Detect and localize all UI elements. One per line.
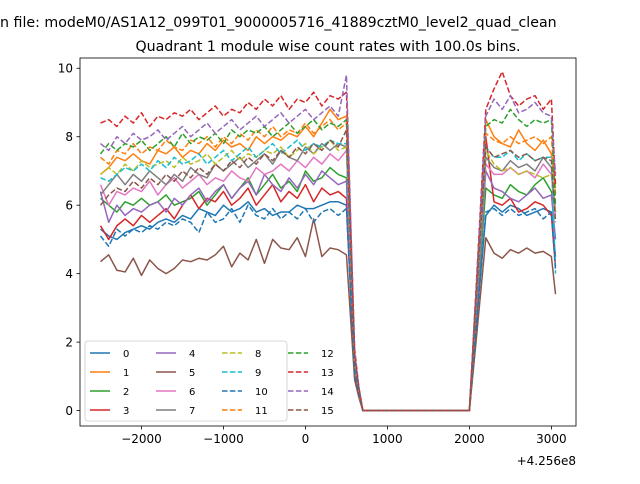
y-tick-label: 6 [65, 199, 73, 213]
series-line-14 [100, 74, 557, 412]
series-line-0 [100, 201, 557, 412]
legend-label-2: 2 [123, 387, 129, 398]
chart-title: Quadrant 1 module wise count rates with … [135, 39, 520, 55]
legend-label-9: 9 [255, 368, 261, 379]
x-tick-label: −1000 [203, 432, 244, 446]
legend-label-1: 1 [123, 368, 129, 379]
y-tick-label: 2 [65, 335, 73, 349]
legend-label-11: 11 [255, 406, 268, 417]
y-tick-label: 0 [65, 404, 73, 418]
plot-area [99, 70, 557, 412]
legend-label-6: 6 [189, 387, 195, 398]
legend-label-7: 7 [189, 406, 195, 417]
x-tick-label: 3000 [536, 432, 567, 446]
x-tick-label: 0 [302, 432, 310, 446]
y-tick-label: 10 [58, 62, 73, 76]
series-layer [99, 70, 557, 412]
series-line-5 [100, 218, 557, 412]
series-line-10 [99, 204, 557, 412]
axes-frame [79, 57, 577, 427]
legend-label-5: 5 [189, 368, 195, 379]
legend-label-3: 3 [123, 406, 129, 417]
x-tick-label: 1000 [372, 432, 403, 446]
x-axis-offset-label: +4.256e8 [517, 454, 576, 468]
legend-label-12: 12 [321, 349, 334, 360]
series-line-15 [99, 129, 557, 412]
y-tick-label: 8 [65, 130, 73, 144]
legend-label-13: 13 [321, 368, 334, 379]
x-axis: −2000 −1000 0 1000 2000 3000 [121, 426, 567, 446]
legend-label-15: 15 [321, 406, 334, 417]
x-tick-label: −2000 [121, 432, 162, 446]
figure-suptitle: n file: modeM0/AS1A12_099T01_9000005716_… [0, 15, 557, 31]
y-axis: 0 2 4 6 8 10 [58, 62, 80, 418]
legend-box [84, 340, 288, 422]
legend-label-8: 8 [255, 349, 261, 360]
x-tick-label: 2000 [454, 432, 485, 446]
y-tick-label: 4 [65, 267, 73, 281]
legend-label-0: 0 [123, 349, 129, 360]
legend-label-4: 4 [189, 349, 195, 360]
legend-label-14: 14 [321, 387, 334, 398]
legend-label-10: 10 [255, 387, 268, 398]
